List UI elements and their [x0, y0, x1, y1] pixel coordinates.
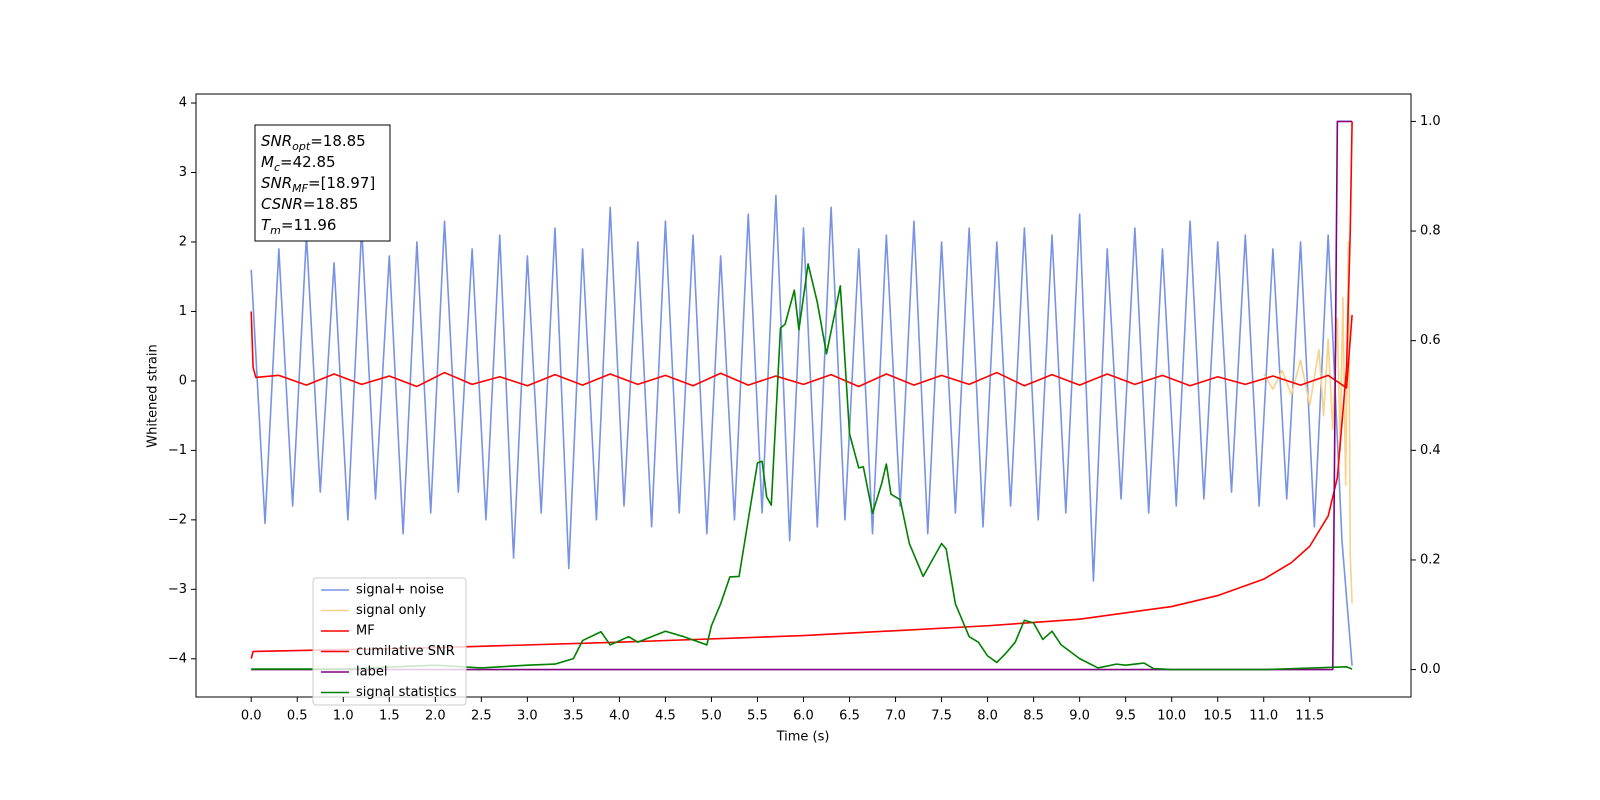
legend-label: signal statistics — [356, 685, 457, 700]
x-tick-label: 3.5 — [563, 709, 584, 724]
y2-tick-label: 0.6 — [1420, 333, 1441, 348]
annotation-text: =[18.97] — [308, 174, 375, 192]
x-tick-label: 9.5 — [1115, 709, 1136, 724]
y-tick-label: 4 — [179, 96, 187, 111]
legend-label: signal only — [356, 603, 426, 618]
y-tick-label: −4 — [168, 651, 187, 666]
annotation-text: =18.85 — [310, 132, 366, 150]
x-tick-label: 9.0 — [1069, 709, 1090, 724]
x-tick-label: 1.0 — [333, 709, 354, 724]
legend-label: signal+ noise — [356, 583, 444, 598]
annotation-symbol: SNR — [261, 132, 292, 150]
series-line — [250, 121, 1353, 659]
x-tick-label: 4.0 — [609, 709, 630, 724]
annotation-subscript: opt — [292, 140, 311, 153]
series-line — [250, 311, 1353, 389]
y2-tick-label: 0.0 — [1420, 662, 1441, 677]
x-tick-label: 11.5 — [1295, 709, 1324, 724]
y2-tick-label: 0.2 — [1420, 552, 1441, 567]
x-tick-label: 2.0 — [425, 709, 446, 724]
series-line — [250, 194, 1353, 666]
x-tick-label: 3.0 — [517, 709, 538, 724]
annotation-symbol: T — [261, 216, 272, 234]
x-tick-label: 6.0 — [793, 709, 814, 724]
annotation-symbol: M — [261, 153, 274, 171]
annotation-line: SNRopt=18.85 — [261, 132, 366, 153]
x-tick-label: 0.5 — [287, 709, 308, 724]
annotation-line: SNRMF=[18.97] — [261, 174, 375, 195]
annotation-subscript: m — [270, 224, 281, 237]
x-tick-label: 6.5 — [839, 709, 860, 724]
y2-tick-label: 0.8 — [1420, 224, 1441, 239]
x-tick-label: 7.5 — [931, 709, 952, 724]
series-line — [251, 120, 1353, 671]
annotation-frame — [254, 124, 391, 242]
legend-label: MF — [356, 624, 375, 639]
annotation-line: Mc=42.85 — [261, 153, 336, 174]
annotation-text: =18.85 — [303, 195, 359, 213]
annotation-subscript: MF — [292, 182, 308, 195]
y-tick-label: 3 — [179, 165, 187, 180]
y-tick-label: −1 — [168, 443, 187, 458]
y-tick-label: 0 — [179, 373, 187, 388]
x-tick-label: 10.5 — [1203, 709, 1232, 724]
y2-tick-label: 0.4 — [1420, 443, 1441, 458]
x-tick-label: 0.0 — [241, 709, 262, 724]
x-axis-label: Time (s) — [776, 730, 830, 745]
annotation-box: SNRopt=18.85Mc=42.85SNRMF=[18.97]CSNR=18… — [254, 124, 391, 242]
y-tick-label: −2 — [168, 512, 187, 527]
plot-area — [250, 120, 1353, 671]
y-tick-label: 1 — [179, 304, 187, 319]
annotation-line: CSNR=18.85 — [261, 195, 358, 213]
y-tick-label: −3 — [168, 582, 187, 597]
annotation-symbol: CSNR — [261, 195, 303, 213]
x-tick-label: 4.5 — [655, 709, 676, 724]
annotation-symbol: SNR — [261, 174, 292, 192]
x-tick-label: 11.0 — [1249, 709, 1278, 724]
annotation-subscript: c — [274, 161, 280, 174]
annotation-line: Tm=11.96 — [261, 216, 336, 237]
series-line — [1263, 241, 1353, 604]
legend: signal+ noise signal only MF cumilative SNR… — [312, 577, 467, 706]
annotation-text: =42.85 — [280, 153, 336, 171]
x-tick-label: 10.0 — [1157, 709, 1186, 724]
x-tick-label: 7.0 — [885, 709, 906, 724]
y-tick-label: 2 — [179, 234, 187, 249]
legend-label: cumilative SNR — [356, 644, 455, 659]
x-tick-label: 8.0 — [977, 709, 998, 724]
annotation-text: =11.96 — [281, 216, 337, 234]
y-axis-label: Whitened strain — [146, 344, 161, 447]
y2-tick-label: 1.0 — [1420, 114, 1441, 129]
series-line — [251, 263, 1353, 671]
x-tick-label: 2.5 — [471, 709, 492, 724]
legend-frame — [312, 577, 467, 706]
legend-label: label — [356, 665, 387, 680]
x-tick-label: 5.0 — [701, 709, 722, 724]
x-tick-label: 5.5 — [747, 709, 768, 724]
x-tick-label: 1.5 — [379, 709, 400, 724]
x-tick-label: 8.5 — [1023, 709, 1044, 724]
